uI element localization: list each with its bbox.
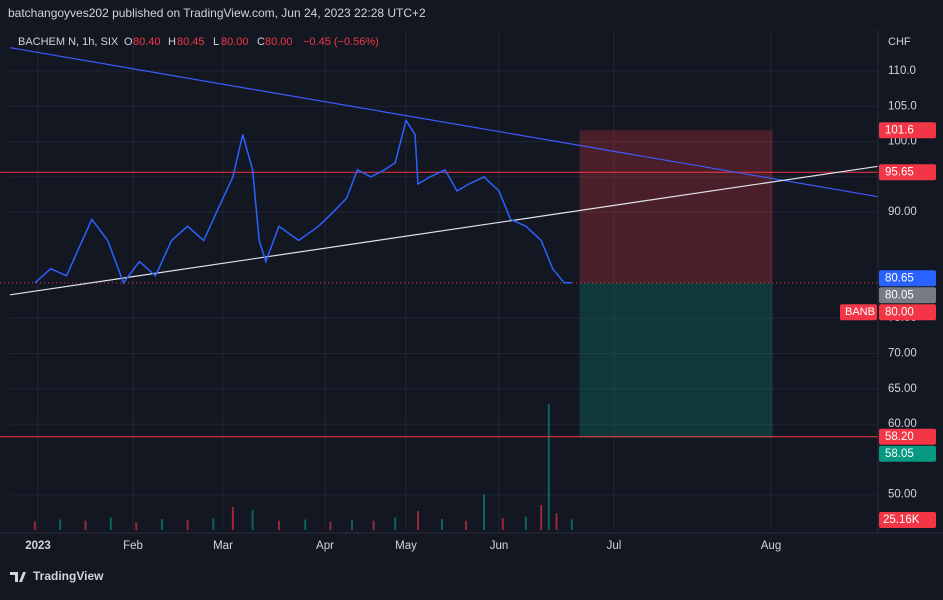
volume-bar: [465, 520, 467, 530]
y-tick-label: 105.0: [888, 100, 917, 112]
volume-bar: [570, 519, 573, 530]
stop-zone: [579, 130, 773, 283]
price-tag: [879, 287, 936, 304]
volume-bar: [372, 520, 375, 530]
y-tick-label: 110.0: [888, 65, 916, 77]
y-tick-label: 60.00: [888, 418, 917, 430]
volume-bar: [555, 513, 558, 530]
x-tick-label: Feb: [123, 540, 143, 552]
y-tick-label: 100.0: [888, 136, 917, 148]
currency: CHF: [888, 36, 911, 48]
volume-bar: [351, 519, 353, 530]
header: batchangoyves202 published on TradingVie…: [8, 6, 426, 20]
symbol-tag: [840, 304, 877, 321]
legend-o: O: [124, 36, 133, 48]
volume-bar: [84, 520, 87, 530]
volume-bar: [547, 404, 550, 530]
volume-bar: [135, 522, 138, 530]
volume-bar: [160, 519, 163, 530]
footer: TradingView: [33, 569, 104, 583]
x-tick-label: 2023: [25, 540, 51, 552]
price-tag: [879, 164, 936, 181]
plot: [0, 30, 879, 530]
y-tick-label: 70.00: [888, 347, 917, 359]
target-zone: [579, 282, 773, 438]
price-tag-label: 58.05: [885, 448, 914, 460]
legend-low: 80.00: [221, 36, 249, 48]
price-tag: [879, 122, 936, 139]
volume-bar: [277, 520, 280, 530]
price-tag-label: 80.00: [885, 306, 914, 318]
legend-h: H: [168, 36, 176, 48]
volume-tag-label: 25.16K: [883, 514, 920, 526]
price-tag: [879, 270, 936, 287]
trendline: [9, 47, 879, 198]
price-tag: [879, 428, 936, 445]
price-tag-label: 80.05: [885, 289, 914, 301]
volume-bar: [186, 519, 189, 530]
volume-bar: [417, 511, 419, 530]
logo: [10, 572, 26, 582]
x-tick-label: Jul: [607, 540, 622, 552]
volume-bar: [304, 519, 307, 530]
legend-symbol: BACHEM N, 1h, SIX: [18, 36, 119, 48]
x-tick-label: Jun: [490, 540, 509, 552]
volume-bar: [109, 517, 112, 530]
volume-bar: [251, 509, 254, 530]
x-tick-label: Apr: [316, 540, 334, 552]
price-line: [34, 118, 572, 285]
legend-l: L: [213, 36, 219, 48]
legend-change: −0.45 (−0.56%): [303, 36, 379, 48]
volume-bar: [394, 517, 397, 530]
legend-high: 80.45: [177, 36, 205, 48]
x-tick-label: Mar: [213, 540, 233, 552]
x-tick-label: Aug: [761, 540, 781, 552]
volume-bar: [441, 519, 443, 530]
y-tick-label: 65.00: [888, 383, 917, 395]
volume-tag: [879, 512, 936, 528]
symbol-tag-label: BANB: [845, 306, 875, 318]
y-tick-label: 90.00: [888, 206, 917, 218]
price-tag-label: 101.6: [885, 124, 914, 136]
volume-bar: [483, 494, 485, 530]
price-tag: [879, 304, 936, 321]
legend-close: 80.00: [265, 36, 293, 48]
volume-bar: [59, 519, 62, 530]
legend-c: C: [257, 36, 265, 48]
volume-bar: [33, 521, 36, 530]
price-tag-label: 80.65: [885, 272, 914, 284]
price-tag-label: 58.20: [885, 431, 914, 443]
volume-bar: [231, 506, 234, 530]
volume-bar: [212, 518, 215, 530]
legend-open: 80.40: [133, 36, 161, 48]
volume-bar: [524, 516, 527, 530]
price-tag-label: 95.65: [885, 166, 914, 178]
volume-bar: [501, 518, 504, 530]
price-tag: [879, 445, 936, 462]
y-tick-label: 50.00: [888, 489, 917, 501]
volume-bar: [329, 521, 332, 530]
volume-bar: [540, 504, 543, 530]
x-tick-label: May: [395, 540, 417, 552]
trendline: [9, 165, 879, 296]
